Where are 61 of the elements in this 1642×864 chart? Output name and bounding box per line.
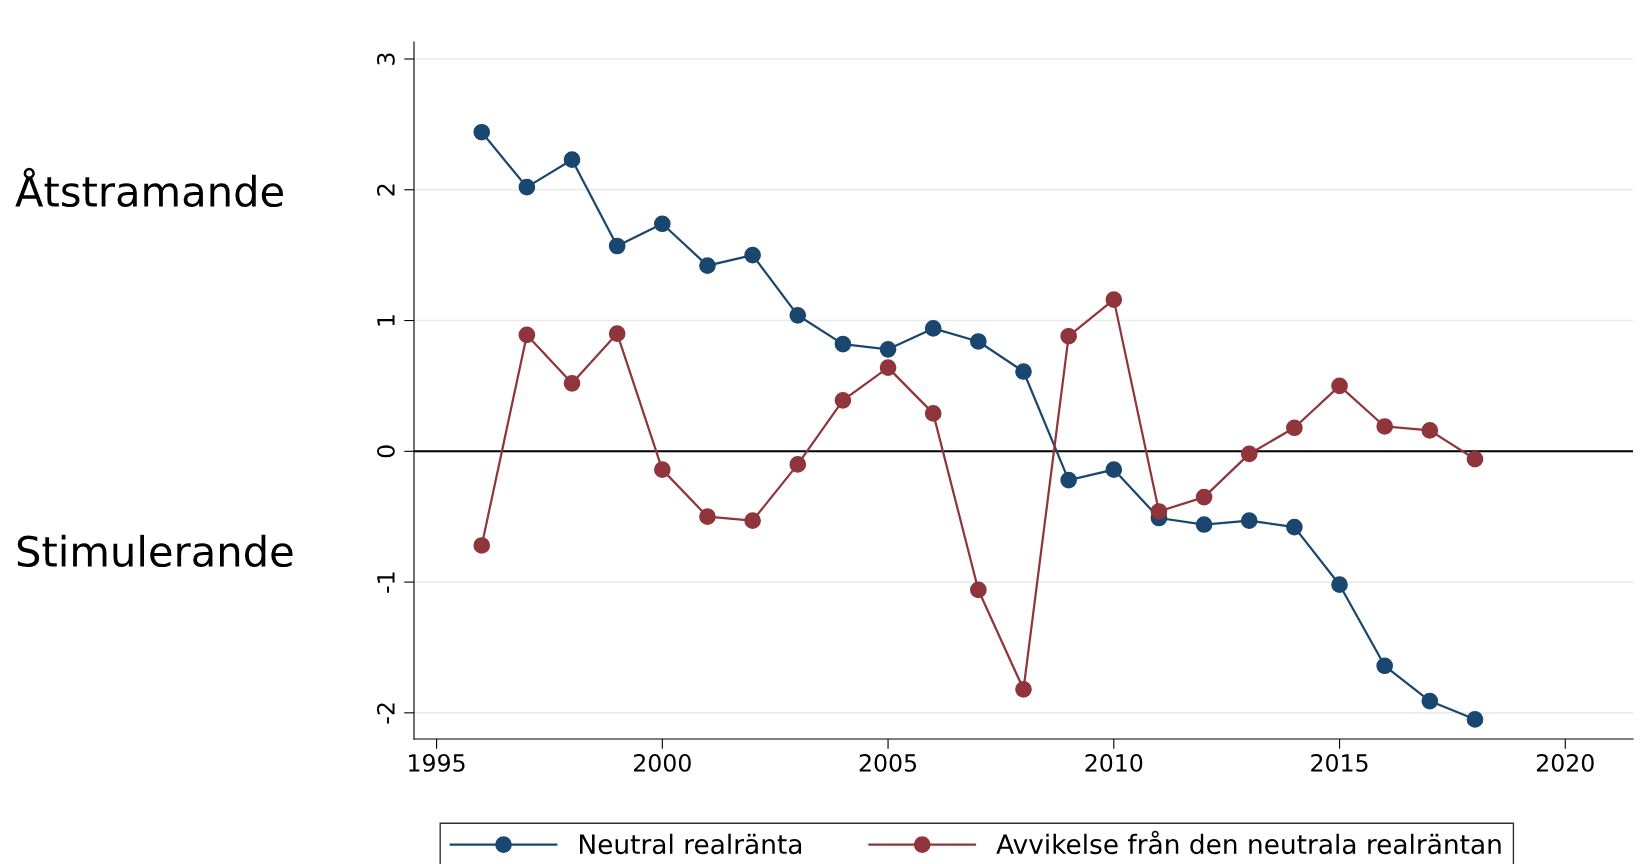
point: [1286, 419, 1303, 437]
point: [699, 508, 716, 526]
point: [518, 326, 536, 344]
x-tick-label: 1995: [409, 754, 465, 772]
point: [924, 320, 942, 337]
y-tick-label: 1: [377, 315, 395, 326]
y-tick-label: -1: [377, 572, 395, 593]
legend-label: Neutral realränta: [580, 833, 802, 855]
point: [473, 537, 491, 554]
point: [924, 405, 942, 422]
point: [1331, 377, 1348, 395]
point: [1286, 518, 1303, 536]
point: [879, 359, 897, 376]
x-tick-label: 2005: [859, 754, 917, 772]
point: [653, 215, 671, 233]
point: [1150, 503, 1168, 520]
point: [608, 237, 626, 255]
point: [653, 461, 671, 478]
point: [1466, 711, 1484, 728]
point: [834, 391, 852, 409]
point: [1421, 422, 1439, 439]
point: [1015, 680, 1032, 698]
y-tick-label: -2: [376, 703, 395, 724]
point: [1060, 327, 1077, 345]
point: [1105, 291, 1123, 308]
point: [789, 456, 807, 473]
x-tick-label: 2015: [1311, 754, 1368, 772]
y-tick-label: 0: [376, 445, 395, 458]
point: [879, 340, 897, 358]
point: [563, 151, 581, 169]
point: [1421, 692, 1439, 710]
point: [789, 306, 807, 324]
point: [473, 123, 491, 141]
point: [970, 333, 987, 350]
text: Åtstramande: [15, 167, 283, 208]
point: [744, 512, 761, 529]
point: [970, 581, 987, 599]
y-tick-label: 3: [376, 53, 395, 65]
point: [563, 374, 581, 392]
point: [1376, 657, 1394, 675]
x-tick-label: 2010: [1085, 754, 1143, 772]
point: [1466, 450, 1484, 468]
point: [518, 178, 536, 196]
point: [1240, 512, 1258, 529]
x-tick-label: 2020: [1536, 754, 1594, 772]
point: [699, 257, 716, 274]
point: [1015, 363, 1032, 380]
point: [1331, 576, 1348, 594]
point: [1195, 516, 1213, 533]
point: [834, 335, 852, 353]
point: [1240, 445, 1258, 463]
point: [744, 246, 761, 264]
point: [1376, 418, 1394, 435]
point: [1195, 488, 1213, 506]
point: [1105, 461, 1123, 478]
point: [608, 325, 626, 342]
x-tick-label: 2000: [634, 754, 691, 772]
text: Stimulerande: [17, 534, 293, 568]
point: [1060, 471, 1077, 489]
legend-label: Avvikelse från den neutrala realräntan: [996, 830, 1501, 855]
y-tick-label: 2: [376, 184, 395, 196]
